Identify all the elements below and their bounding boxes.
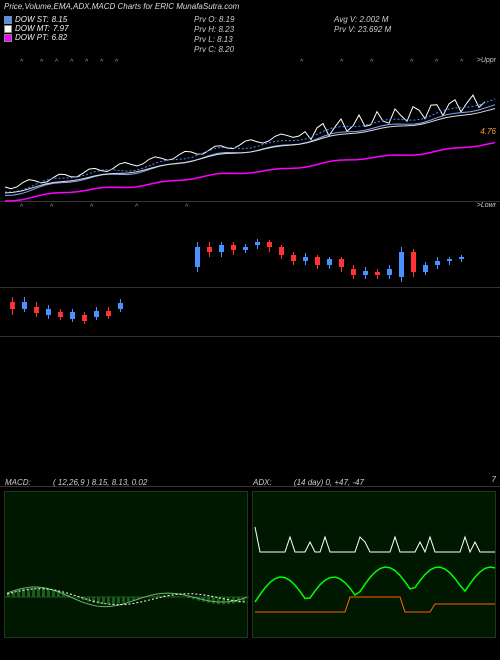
avg-info: Avg V: 2.002 M Prv V: 23.692 M <box>334 15 391 55</box>
marker-icon: ^ <box>185 204 188 211</box>
marker-icon: ^ <box>55 59 58 66</box>
prev-info: Prv O: 8.19 Prv H: 8.23 Prv L: 8.13 Prv … <box>134 15 334 55</box>
prev-c: Prv C: 8.20 <box>194 45 334 55</box>
marker-icon: ^ <box>135 204 138 211</box>
upper-label: >Uppr <box>477 57 496 64</box>
adx-panel: ADX: (14 day) 0, +47, -47 <box>252 491 496 638</box>
marker-icon: ^ <box>50 204 53 211</box>
candle <box>375 217 380 337</box>
info-bar: DOW ST: 8.15 DOW MT: 7.97 DOW PT: 6.82 P… <box>0 13 500 57</box>
swatch-pt <box>4 34 12 42</box>
legend-value: 8.15 <box>52 15 68 24</box>
marker-icon: ^ <box>20 204 23 211</box>
candle <box>399 217 404 337</box>
candle <box>423 217 428 337</box>
marker-icon: ^ <box>300 59 303 66</box>
marker-icon: ^ <box>435 59 438 66</box>
candle <box>46 217 51 337</box>
candle <box>435 217 440 337</box>
marker-row-bot: >Lowr ^ ^ ^ ^ ^ <box>0 202 500 217</box>
prv-v: Prv V: 23.692 M <box>334 25 391 35</box>
lower-label: >Lowr <box>477 202 496 209</box>
prev-o: Prv O: 8.19 <box>194 15 334 25</box>
candle <box>10 217 15 337</box>
candle <box>459 217 464 337</box>
candle <box>447 217 452 337</box>
price-mark: 4.76 <box>480 127 496 136</box>
candle <box>291 217 296 337</box>
legend-label: DOW ST: <box>15 15 49 24</box>
swatch-st <box>4 16 12 24</box>
adx-label: ADX: <box>253 478 272 487</box>
candle <box>243 217 248 337</box>
marker-icon: ^ <box>340 59 343 66</box>
candle <box>231 217 236 337</box>
legend-st: DOW ST: 8.15 <box>4 15 134 24</box>
indicator-row: MACD: ( 12,26,9 ) 8.15, 8.13, 0.02 ADX: … <box>0 487 500 642</box>
candle <box>363 217 368 337</box>
marker-icon: ^ <box>460 59 463 66</box>
candle <box>207 217 212 337</box>
legend-mt: DOW MT: 7.97 <box>4 24 134 33</box>
candle <box>34 217 39 337</box>
price-lines <box>0 72 500 202</box>
marker-icon: ^ <box>40 59 43 66</box>
macd-title: MACD: ( 12,26,9 ) 8.15, 8.13, 0.02 <box>5 478 147 487</box>
candle <box>255 217 260 337</box>
candle <box>106 217 111 337</box>
candle <box>411 217 416 337</box>
candle <box>339 217 344 337</box>
candle <box>387 217 392 337</box>
legend-pt: DOW PT: 6.82 <box>4 33 134 42</box>
candle-chart <box>0 217 500 337</box>
swatch-mt <box>4 25 12 33</box>
prev-l: Prv L: 8.13 <box>194 35 334 45</box>
macd-lines <box>5 492 249 645</box>
legend-label: DOW MT: <box>15 24 50 33</box>
candle <box>351 217 356 337</box>
adx-lines <box>253 492 497 645</box>
marker-icon: ^ <box>100 59 103 66</box>
candle <box>315 217 320 337</box>
legend-value: 7.97 <box>53 24 69 33</box>
legend-value: 6.82 <box>52 33 68 42</box>
legend-label: DOW PT: <box>15 33 49 42</box>
marker-icon: ^ <box>115 59 118 66</box>
candle <box>70 217 75 337</box>
prev-h: Prv H: 8.23 <box>194 25 334 35</box>
marker-icon: ^ <box>370 59 373 66</box>
vol-label: 7 <box>492 475 496 484</box>
candle <box>22 217 27 337</box>
candle <box>279 217 284 337</box>
legend: DOW ST: 8.15 DOW MT: 7.97 DOW PT: 6.82 <box>4 15 134 55</box>
adx-title: ADX: (14 day) 0, +47, -47 <box>253 478 364 487</box>
marker-icon: ^ <box>85 59 88 66</box>
adx-params: (14 day) 0, +47, -47 <box>294 478 364 487</box>
chart-title: Price,Volume,EMA,ADX,MACD Charts for ERI… <box>0 0 500 13</box>
candle <box>118 217 123 337</box>
candle <box>94 217 99 337</box>
marker-icon: ^ <box>410 59 413 66</box>
candle <box>303 217 308 337</box>
candle <box>219 217 224 337</box>
marker-icon: ^ <box>70 59 73 66</box>
macd-panel: MACD: ( 12,26,9 ) 8.15, 8.13, 0.02 <box>4 491 248 638</box>
candle <box>58 217 63 337</box>
price-chart: 4.76 <box>0 72 500 202</box>
marker-row-top: >Uppr ^ ^ ^ ^ ^ ^ ^ ^ ^ ^ ^ ^ ^ <box>0 57 500 72</box>
marker-icon: ^ <box>20 59 23 66</box>
marker-icon: ^ <box>90 204 93 211</box>
volume-chart: 7 <box>0 337 500 487</box>
macd-label: MACD: <box>5 478 31 487</box>
candle <box>327 217 332 337</box>
candle <box>82 217 87 337</box>
candle <box>195 217 200 337</box>
macd-params: ( 12,26,9 ) 8.15, 8.13, 0.02 <box>53 478 147 487</box>
avg-v: Avg V: 2.002 M <box>334 15 391 25</box>
candle <box>267 217 272 337</box>
